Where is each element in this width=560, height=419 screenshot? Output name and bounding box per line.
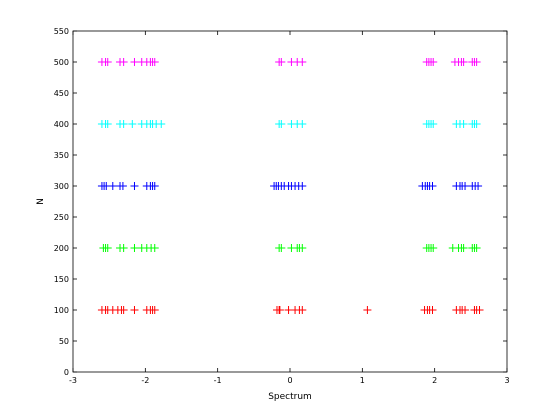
data-point <box>150 244 159 252</box>
x-tick-label: -1 <box>214 376 222 385</box>
data-point <box>472 244 481 252</box>
y-tick-label: 400 <box>54 120 69 129</box>
data-point <box>298 58 307 66</box>
data-point <box>150 306 159 314</box>
data-point <box>474 182 483 190</box>
data-point <box>298 306 307 314</box>
y-tick-label: 300 <box>54 182 69 191</box>
x-tick-label: -2 <box>141 376 149 385</box>
data-point <box>119 58 128 66</box>
data-point <box>119 244 128 252</box>
data-point <box>275 306 284 314</box>
data-point <box>119 120 128 128</box>
x-tick-label: 0 <box>287 376 292 385</box>
data-point <box>472 120 481 128</box>
x-tick-label: 1 <box>360 376 365 385</box>
y-tick-label: 250 <box>54 213 69 222</box>
y-tick-label: 350 <box>54 151 69 160</box>
data-point <box>298 182 307 190</box>
data-point <box>429 120 438 128</box>
data-point <box>277 244 286 252</box>
data-point <box>459 244 468 252</box>
y-tick-label: 100 <box>54 306 69 315</box>
x-axis: -3 -2 -1 0 1 2 3 <box>69 31 510 385</box>
data-point <box>475 306 484 314</box>
y-axis: 0 50 100 150 200 250 300 350 400 450 500 550 <box>54 27 507 377</box>
data-point <box>130 182 139 190</box>
data-point <box>150 58 159 66</box>
series-4 <box>97 58 481 66</box>
data-point <box>429 244 438 252</box>
series-2 <box>97 182 483 190</box>
x-tick-label: 3 <box>504 376 509 385</box>
data-point <box>461 306 470 314</box>
data-point <box>363 306 372 314</box>
x-axis-label: Spectrum <box>268 392 312 402</box>
series-3 <box>97 120 481 128</box>
x-tick-label: 2 <box>432 376 437 385</box>
y-tick-label: 50 <box>59 337 69 346</box>
data-point <box>119 306 128 314</box>
data-point <box>103 58 112 66</box>
data-point <box>118 182 127 190</box>
data-point <box>157 120 166 128</box>
y-tick-label: 0 <box>64 368 69 377</box>
data-point <box>130 244 139 252</box>
data-point <box>429 58 438 66</box>
data-point <box>428 306 437 314</box>
data-point <box>459 120 468 128</box>
x-tick-label: -3 <box>69 376 77 385</box>
data-point <box>103 120 112 128</box>
data-markers <box>97 58 484 314</box>
data-point <box>298 120 307 128</box>
data-point <box>461 182 470 190</box>
data-point <box>428 182 437 190</box>
data-point <box>472 58 481 66</box>
y-tick-label: 450 <box>54 89 69 98</box>
data-point <box>277 120 286 128</box>
data-point <box>130 58 139 66</box>
y-tick-label: 150 <box>54 275 69 284</box>
y-axis-label: N <box>36 198 46 205</box>
data-point <box>298 244 307 252</box>
y-tick-label: 500 <box>54 58 69 67</box>
data-point <box>150 182 159 190</box>
y-tick-label: 550 <box>54 27 69 36</box>
data-point <box>108 182 117 190</box>
data-point <box>128 120 137 128</box>
series-1 <box>99 244 481 252</box>
data-point <box>130 306 139 314</box>
series-0 <box>97 306 484 314</box>
y-tick-label: 200 <box>54 244 69 253</box>
data-point <box>277 58 286 66</box>
data-point <box>103 244 112 252</box>
data-point <box>459 58 468 66</box>
